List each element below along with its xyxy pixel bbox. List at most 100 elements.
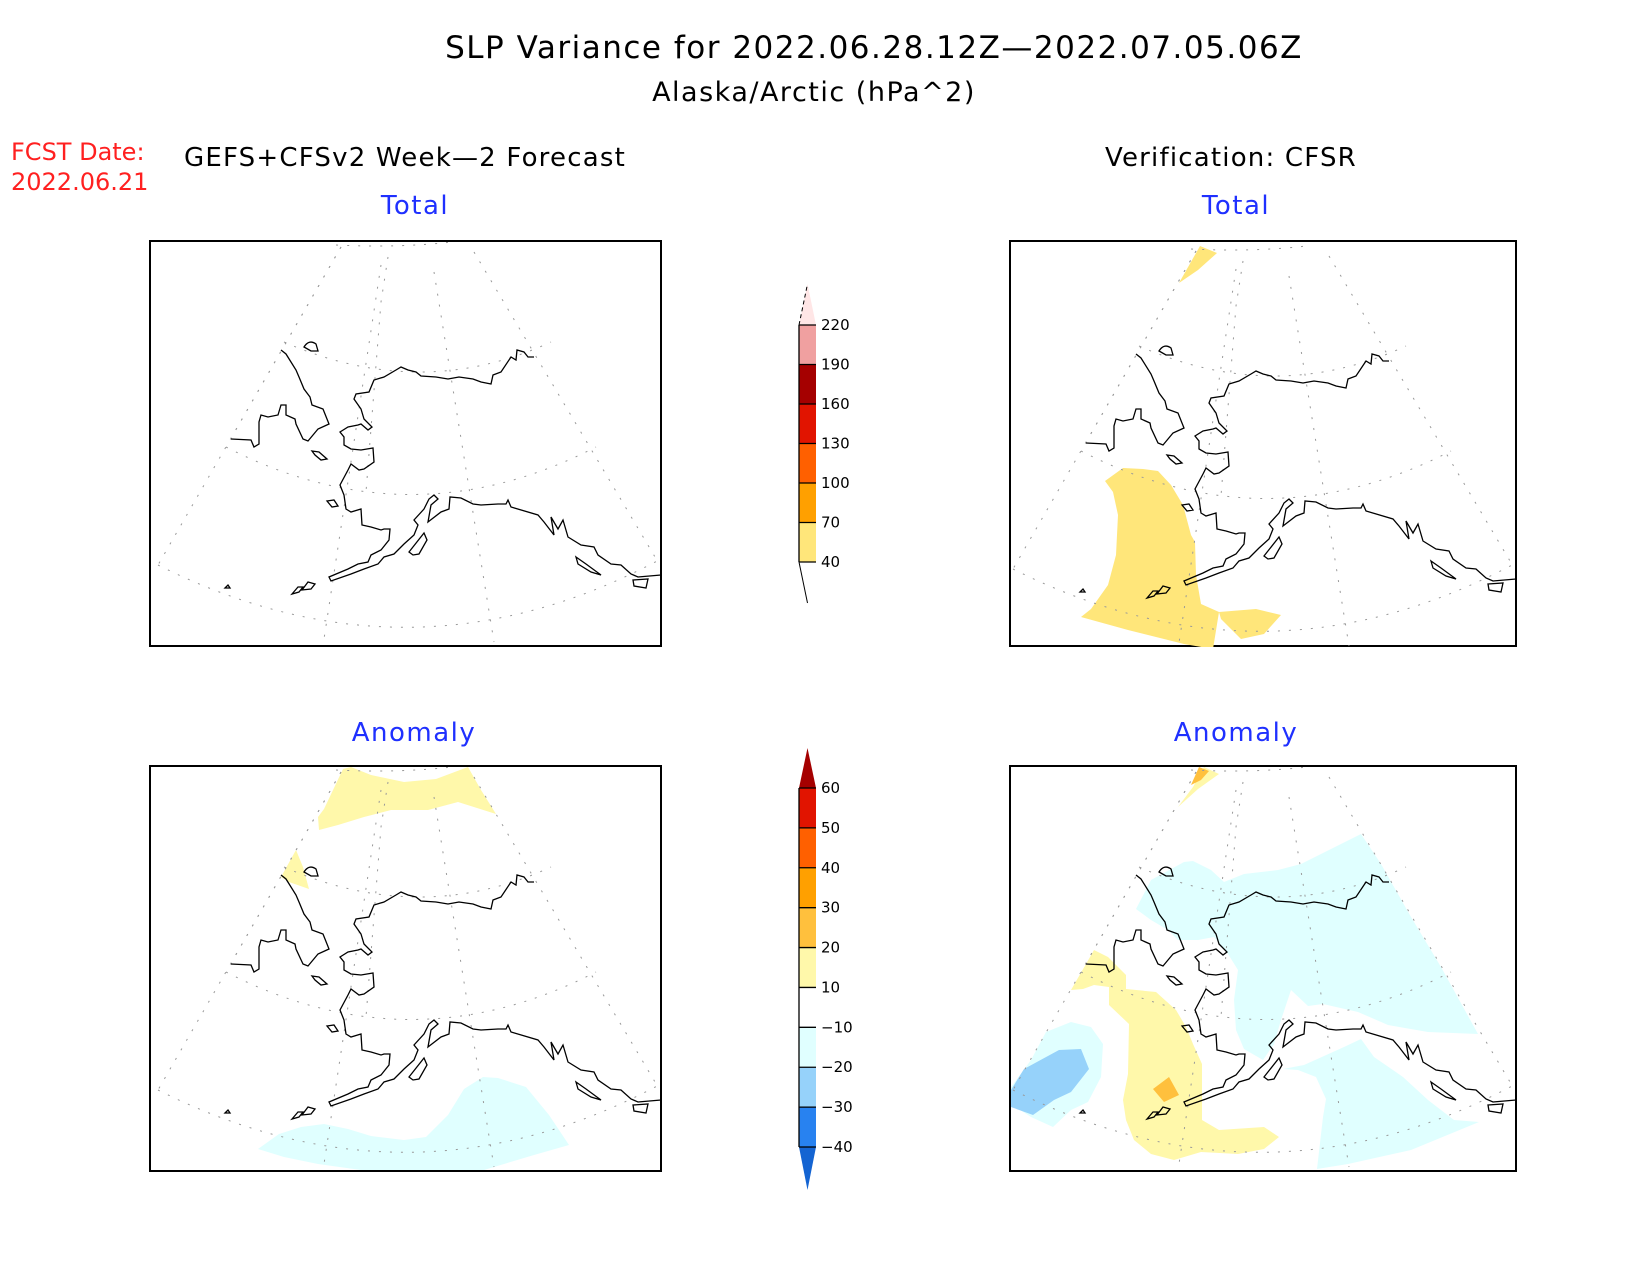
verification-total-map [1009,240,1517,647]
forecast-anomaly-title: Anomaly [351,718,477,748]
coastline [230,874,330,973]
graticule-line [1220,781,1244,1018]
graticule-line [225,446,597,495]
anomaly-20-30-region [1191,767,1209,785]
verification-anomaly-map [1009,765,1517,1172]
basemap [157,242,662,643]
basemap [157,767,662,1168]
anomaly-negative-region [1136,834,1478,1060]
coastline [1085,874,1185,973]
coastline [1183,353,1517,586]
colorbar-segment [799,483,816,523]
shaded-anomaly [258,767,569,1170]
coastline [1145,585,1172,600]
coastline [1263,1056,1283,1081]
coastline [1263,535,1283,560]
colorbar-upper-extension [799,748,816,788]
graticule-line [225,971,597,1020]
coastline [1145,1106,1172,1121]
colorbar-segment [799,788,816,828]
anomaly-positive-region [281,850,309,889]
coastline [1183,874,1517,1107]
coastline [1180,503,1195,512]
colorbar-tick-label: −40 [821,1138,853,1156]
colorbar-segment [799,404,816,444]
variance-40-70-region [1081,468,1219,647]
coastline [1429,559,1457,580]
colorbar-tick-label: 30 [821,899,840,917]
coastline [632,1103,649,1114]
colorbar-tick-label: 190 [821,356,850,374]
graticule-line [1288,275,1350,647]
colorbar-tick-label: −20 [821,1058,853,1076]
coastline [1158,345,1174,356]
colorbar-lower-extension [799,1147,816,1190]
forecast-total-title: Total [380,191,450,221]
colorbar-tick-label: −10 [821,1018,853,1036]
coastline [1078,587,1087,593]
coastline [310,975,329,986]
coastline [574,555,602,576]
map-svg [157,242,662,643]
anomaly-20-30-region [1153,1077,1179,1102]
coastline [408,531,428,556]
fcst-date-label: FCST Date: [11,138,145,166]
anomaly-negative-region [1283,1039,1479,1169]
graticule-line [1220,260,1244,497]
colorbar-segment [799,1027,816,1068]
colorbar-tick-label: 10 [821,978,840,996]
graticule-line [1080,971,1452,1020]
coastline [230,349,330,448]
colorbar-segment [799,364,816,404]
coastline [325,1024,340,1033]
graticule-line [1080,450,1452,499]
colorbar-lower-extension [799,562,816,603]
coastline [328,874,662,1107]
coastline [1180,1024,1195,1033]
coastline [1429,1080,1457,1101]
coastline [1085,353,1185,452]
forecast-total-map [149,240,662,647]
fcst-date-value: 2022.06.21 [11,168,149,196]
figure-title: SLP Variance for 2022.06.28.12Z—2022.07.… [445,30,1303,66]
variance-40-70-region [1219,609,1281,639]
colorbar-tick-label: 50 [821,819,840,837]
verification-column-label: Verification: CFSR [1105,143,1357,173]
forecast-column-label: GEFS+CFSv2 Week—2 Forecast [184,143,626,173]
anomaly-positive-region [318,767,496,830]
coastline [408,1056,428,1081]
coastline [325,499,340,508]
coastline [1165,975,1184,986]
anomaly-negative-region [258,1077,569,1170]
anomaly-colorbar: −40 −30 −20 −10 10 20 30 40 50 60 [798,748,853,1190]
colorbar-segment [799,987,816,1028]
graticule-line [433,796,495,1168]
figure-subtitle: Alaska/Arctic (hPa^2) [652,77,976,108]
coastline [303,866,319,877]
colorbar-tick-label: 160 [821,395,850,413]
colorbar-segment [799,827,816,868]
colorbar-tick-label: 60 [821,779,840,797]
anomaly-strong-negative-region [1011,1049,1089,1115]
colorbar-tick-label: 40 [821,859,840,877]
colorbar-segment [799,867,816,908]
colorbar-segment [799,443,816,483]
anomaly-positive-region [1071,950,1279,1160]
coastline [1165,454,1184,465]
coastline [290,581,317,596]
map-svg [157,767,662,1170]
colorbar-tick-label: 70 [821,514,840,532]
coastline [328,349,662,582]
colorbar-upper-extension [799,284,816,325]
coastline [1078,1108,1087,1114]
basemap [1012,245,1517,647]
coastline [1487,1103,1504,1114]
colorbar-segment [799,1067,816,1108]
coastline [223,1108,232,1114]
variance-40-70-region [1179,246,1217,283]
colorbar-segment [799,947,816,988]
colorbar-segment [799,522,816,562]
colorbar-segment [799,907,816,948]
colorbar-tick-label: −30 [821,1098,853,1116]
colorbar-tick-label: 40 [821,553,840,571]
